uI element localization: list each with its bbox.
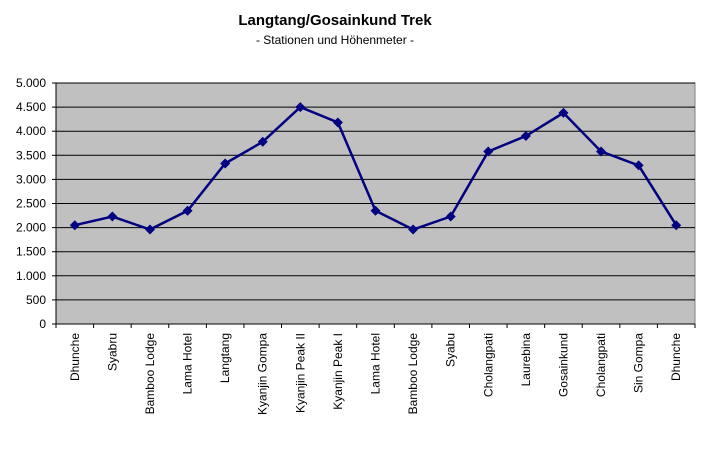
chart-subtitle: - Stationen und Höhenmeter - (256, 33, 414, 47)
marker (295, 102, 306, 113)
x-tick-label: Cholangpati (594, 333, 608, 397)
marker (182, 205, 193, 216)
x-tick-label: Kyanjin Peak II (293, 333, 307, 413)
x-tick-label: Dhunche (669, 333, 683, 381)
y-tick-label: 4.000 (16, 124, 46, 138)
x-tick-label: Laurebina (519, 333, 533, 387)
y-tick-label: 0 (39, 317, 46, 331)
marker (558, 107, 569, 118)
marker (370, 205, 381, 216)
x-tick-label: Kyanjin Gompa (256, 333, 270, 415)
x-tick-label: Cholangpati (481, 333, 495, 397)
marker (257, 136, 268, 147)
marker (144, 224, 155, 235)
x-tick-label: Gosainkund (556, 333, 570, 397)
marker (671, 220, 682, 231)
marker (107, 211, 118, 222)
marker (520, 131, 531, 142)
x-tick-label: Syabu (444, 333, 458, 367)
x-tick-label: Langtang (218, 333, 232, 383)
marker (332, 117, 343, 128)
y-tick-label: 4.500 (16, 100, 46, 114)
marker (445, 211, 456, 222)
marker (220, 158, 231, 169)
y-tick-label: 2.000 (16, 221, 46, 235)
y-tick-label: 500 (26, 293, 46, 307)
marker (408, 224, 419, 235)
x-tick-label: Syabru (105, 333, 119, 371)
y-tick-label: 2.500 (16, 197, 46, 211)
x-tick-label: Bamboo Lodge (143, 333, 157, 415)
y-tick-label: 3.000 (16, 172, 46, 186)
x-tick-label: Lama Hotel (369, 333, 383, 394)
y-tick-label: 3.500 (16, 148, 46, 162)
x-tick-label: Sin Gompa (632, 333, 646, 393)
x-tick-label: Kyanjin Peak I (331, 333, 345, 410)
y-tick-label: 5.000 (16, 76, 46, 90)
y-tick-label: 1.000 (16, 269, 46, 283)
marker (483, 146, 494, 157)
y-tick-label: 1.500 (16, 245, 46, 259)
marker (633, 160, 644, 171)
marker (69, 220, 80, 231)
x-tick-label: Lama Hotel (181, 333, 195, 394)
x-tick-label: Bamboo Lodge (406, 333, 420, 415)
chart-title: Langtang/Gosainkund Trek (238, 12, 432, 29)
x-tick-label: Dhunche (68, 333, 82, 381)
marker (596, 146, 607, 157)
